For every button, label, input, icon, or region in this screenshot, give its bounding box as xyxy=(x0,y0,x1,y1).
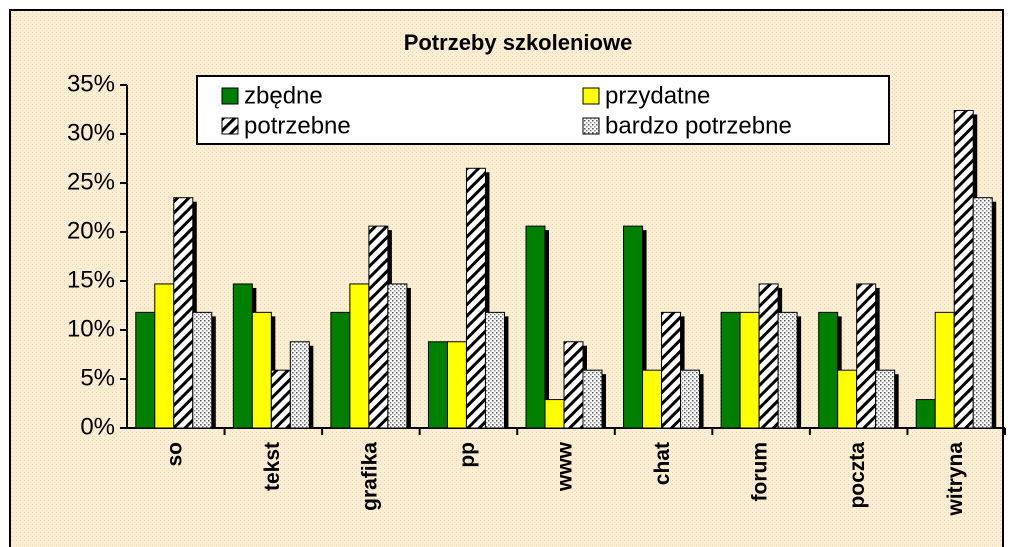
y-tick-label: 30% xyxy=(67,119,115,146)
bar xyxy=(544,399,565,429)
x-tick-label: pp xyxy=(456,442,479,468)
bar xyxy=(720,311,741,429)
legend-swatch xyxy=(582,117,600,135)
bar xyxy=(953,109,974,429)
bar xyxy=(387,283,408,429)
y-tick-label: 15% xyxy=(67,266,115,293)
x-tick-label: forum xyxy=(749,442,772,502)
x-tick-label: www xyxy=(554,441,577,492)
bar xyxy=(818,311,839,429)
bar xyxy=(330,311,351,429)
bar xyxy=(582,369,603,429)
y-tick-label: 35% xyxy=(67,70,115,97)
bar xyxy=(642,369,663,429)
x-tick-label: witryna xyxy=(944,442,967,517)
legend-swatch xyxy=(221,87,239,105)
bar xyxy=(856,283,877,429)
chart-title: Potrzeby szkoleniowe xyxy=(404,30,633,55)
x-tick-label: tekst xyxy=(261,442,284,491)
bar xyxy=(154,283,175,429)
x-tick-label: chat xyxy=(651,442,674,485)
bar xyxy=(465,167,486,429)
bar xyxy=(739,311,760,429)
bar xyxy=(349,283,370,429)
x-tick-label: so xyxy=(163,442,186,467)
y-tick-label: 10% xyxy=(67,315,115,342)
x-tick-label: poczta xyxy=(846,442,869,509)
x-tick-label: grafika xyxy=(358,442,381,511)
bar xyxy=(972,197,993,429)
bar xyxy=(758,283,779,429)
bar xyxy=(837,369,858,429)
bar xyxy=(915,399,936,429)
bar xyxy=(368,225,389,429)
bar xyxy=(484,311,505,429)
bar xyxy=(232,283,253,429)
legend-swatch xyxy=(221,117,239,135)
bar xyxy=(427,341,448,429)
bar xyxy=(173,197,194,429)
legend-swatch xyxy=(582,87,600,105)
bar xyxy=(875,369,896,429)
bar xyxy=(251,311,272,429)
bar xyxy=(525,225,546,429)
legend xyxy=(196,75,890,145)
bar xyxy=(270,369,291,429)
bar xyxy=(623,225,644,429)
y-tick-label: 5% xyxy=(80,364,115,391)
legend-label: przydatne xyxy=(605,82,710,109)
y-tick-label: 20% xyxy=(67,217,115,244)
legend-label: zbędne xyxy=(244,82,323,109)
bar xyxy=(661,311,682,429)
bar xyxy=(680,369,701,429)
legend-label: potrzebne xyxy=(244,112,351,139)
bar xyxy=(192,311,213,429)
bar xyxy=(446,341,467,429)
bar xyxy=(289,341,310,429)
bar xyxy=(563,341,584,429)
y-tick-label: 0% xyxy=(80,413,115,440)
bar xyxy=(777,311,798,429)
legend-label: bardzo potrzebne xyxy=(605,112,792,139)
bar xyxy=(135,311,156,429)
bar xyxy=(934,311,955,429)
y-tick-label: 25% xyxy=(67,168,115,195)
